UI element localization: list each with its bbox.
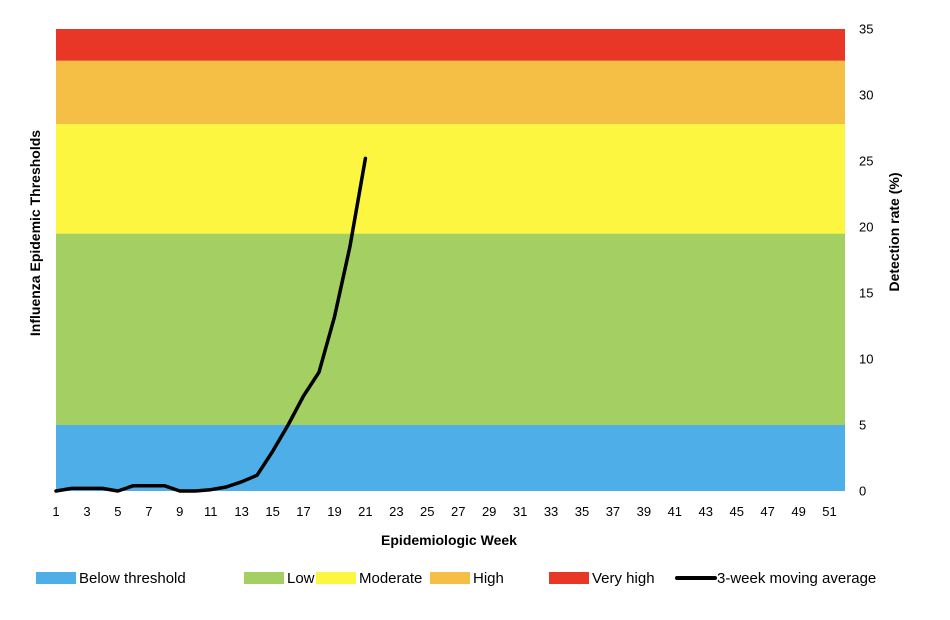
x-tick-label: 19 [327,504,341,519]
legend-item-5: 3-week moving average [675,570,876,587]
legend-label: Moderate [359,570,422,587]
x-tick-label: 23 [389,504,403,519]
x-tick-label: 39 [637,504,651,519]
threshold-bands [56,29,845,491]
x-tick-label: 25 [420,504,434,519]
x-tick-label: 1 [52,504,59,519]
y-tick-label: 35 [859,22,873,37]
x-tick-label: 15 [265,504,279,519]
x-tick-label: 21 [358,504,372,519]
y-tick-label: 10 [859,352,873,367]
x-tick-label: 41 [668,504,682,519]
series-line-0 [54,156,368,493]
legend-item-1: Low [244,570,315,587]
y-tick-label: 25 [859,154,873,169]
x-tick-label: 3 [83,504,90,519]
legend-label: Below threshold [79,570,186,587]
band-0 [56,425,845,491]
legend-label: 3-week moving average [717,570,876,587]
x-tick-labels: 1 3 5 7 9 11 13 15 17 19 21 23 25 27 29 31 33 35 37 39 41 43 4… [52,504,836,519]
x-tick-label: 51 [822,504,836,519]
x-tick-label: 5 [114,504,121,519]
x-tick-label: 43 [699,504,713,519]
x-tick-label: 27 [451,504,465,519]
legend-item-0: Below threshold [36,570,186,587]
band-1 [56,233,845,425]
band-4 [56,29,845,61]
legend-item-3: High [430,570,504,587]
legend-item-4: Very high [549,570,655,587]
x-tick-label: 49 [791,504,805,519]
x-tick-label: 33 [544,504,558,519]
y-tick-label: 5 [859,418,866,433]
legend: Below threshold Low Moderate High Very high 3… [36,570,876,587]
series-lines [54,156,368,493]
legend-label: Very high [592,570,655,587]
x-axis-title: Epidemiologic Week [381,532,517,548]
x-tick-label: 9 [176,504,183,519]
legend-label: Low [287,570,315,587]
x-tick-label: 35 [575,504,589,519]
x-tick-label: 17 [296,504,310,519]
band-2 [56,124,845,234]
legend-swatch [244,572,284,584]
left-axis-title: Influenza Epidemic Thresholds [27,130,43,336]
x-tick-label: 37 [606,504,620,519]
legend-swatch [549,572,589,584]
legend-swatch [430,572,470,584]
x-tick-label: 13 [234,504,248,519]
y-tick-labels: 0 5 10 15 20 25 30 35 [859,22,873,499]
y-tick-label: 15 [859,286,873,301]
band-3 [56,60,845,125]
x-tick-label: 45 [729,504,743,519]
y-tick-label: 20 [859,220,873,235]
y-tick-label: 30 [859,88,873,103]
legend-item-2: Moderate [316,570,422,587]
x-tick-label: 11 [204,504,218,519]
legend-swatch [36,572,76,584]
legend-label: High [473,570,504,587]
x-tick-label: 47 [760,504,774,519]
legend-swatch [316,572,356,584]
x-tick-label: 31 [513,504,527,519]
right-axis-title: Detection rate (%) [886,172,902,291]
x-tick-label: 7 [145,504,152,519]
x-tick-label: 29 [482,504,496,519]
y-tick-label: 0 [859,484,866,499]
